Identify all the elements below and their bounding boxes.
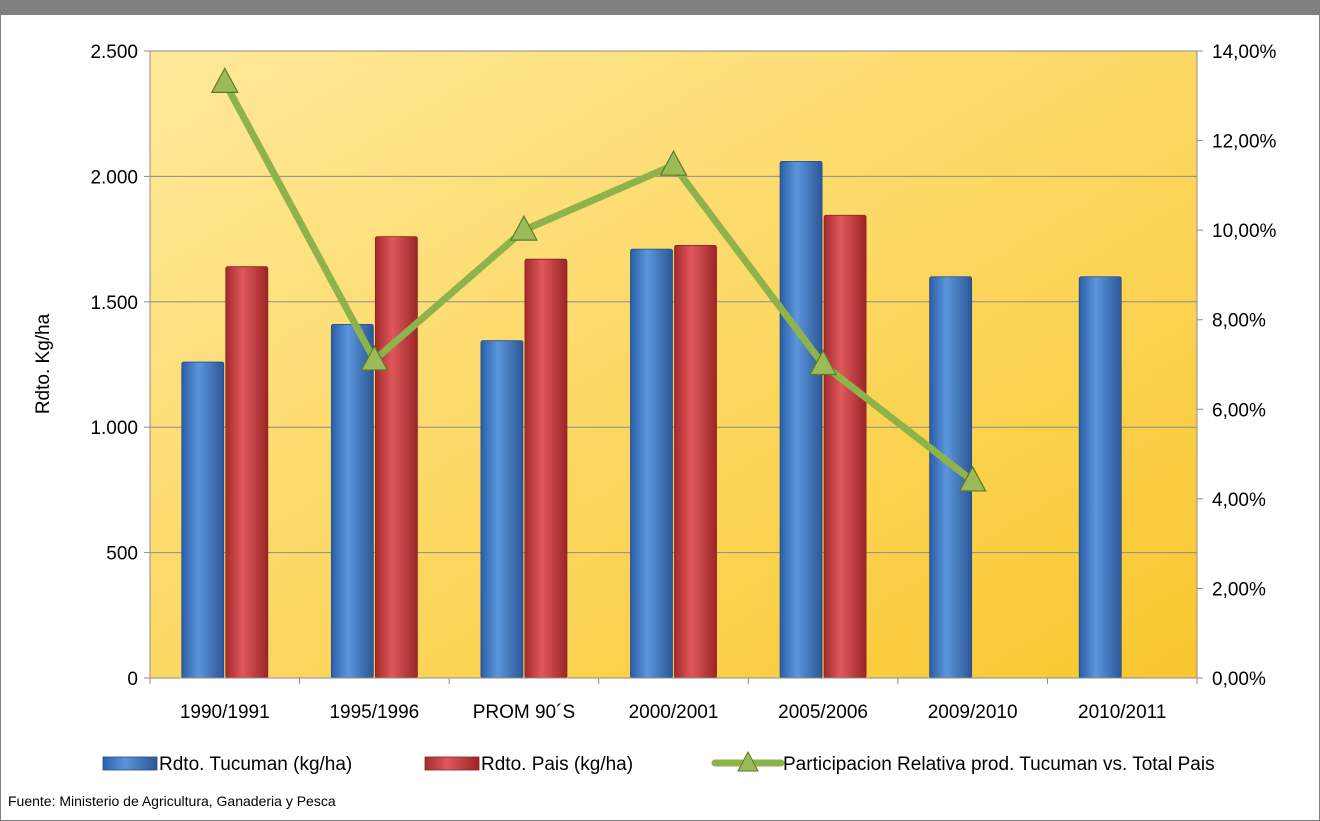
source-note: Fuente: Ministerio de Agricultura, Ganad…: [8, 793, 336, 809]
legend-swatch-marker: [737, 750, 759, 772]
bar-tucuman: [181, 361, 225, 679]
line-marker: [659, 149, 688, 176]
bar-tucuman: [1078, 276, 1122, 679]
line-marker: [509, 214, 538, 241]
x-tick-label: 1990/1991: [180, 702, 270, 723]
bar-pais: [524, 258, 568, 679]
gridlines: [150, 50, 1197, 554]
legend-label: Rdto. Tucuman (kg/ha): [159, 754, 352, 775]
plot-area: [150, 51, 1197, 678]
x-tick-label: PROM 90´S: [473, 702, 575, 723]
x-tick-label: 1995/1996: [329, 702, 419, 723]
y2-tick-label: 14,00%: [1212, 42, 1277, 63]
y2-tick-label: 6,00%: [1212, 400, 1266, 421]
line-marker: [210, 67, 239, 93]
y-axis-title: Rdto. Kg/ha: [33, 313, 54, 414]
bar-pais: [674, 244, 717, 679]
y2-tick-label: 2,00%: [1212, 579, 1266, 600]
x-tick-label: 2010/2011: [1078, 702, 1166, 723]
legend: Rdto. Tucuman (kg/ha) Rdto. Pais (kg/ha) P…: [102, 750, 1215, 775]
line-marker: [958, 465, 987, 492]
line-marker: [809, 349, 838, 376]
y2-tick-label: 12,00%: [1212, 132, 1277, 153]
line-participacion: [221, 78, 977, 485]
bar-tucuman: [480, 340, 524, 679]
legend-label: Rdto. Pais (kg/ha): [481, 754, 633, 775]
bar-tucuman: [330, 323, 374, 679]
bar-tucuman: [779, 160, 823, 679]
x-tick-label: 2005/2006: [778, 702, 868, 723]
y2-tick-label: 0,00%: [1212, 669, 1266, 690]
y-tick-label: 0: [127, 669, 138, 690]
legend-swatch-bar: [102, 756, 158, 771]
legend-label: Participacion Relativa prod. Tucuman vs.…: [783, 754, 1215, 775]
line-series: [210, 67, 987, 492]
y2-tick-label: 8,00%: [1212, 311, 1266, 332]
bar-pais: [823, 214, 867, 679]
y-tick-label: 2.500: [90, 42, 138, 63]
y-tick-label: 500: [106, 544, 138, 565]
top-border-bar: [1, 1, 1320, 15]
bar-tucuman: [630, 248, 673, 679]
y2-tick-label: 4,00%: [1212, 490, 1266, 511]
axes: 0 500 1.000 1.500 2.000 2.500 0,00% 2,00% 4,00% 6…: [90, 42, 1276, 723]
y-tick-label: 2.000: [90, 167, 138, 188]
bar-pais: [374, 236, 418, 679]
legend-swatch-bar: [424, 756, 480, 771]
y-tick-label: 1.500: [90, 293, 138, 314]
bar-pais: [225, 266, 269, 679]
y2-tick-label: 10,00%: [1212, 221, 1277, 242]
y-tick-label: 1.000: [90, 418, 138, 439]
x-tick-label: 2009/2010: [928, 702, 1018, 723]
line-marker: [360, 344, 389, 371]
x-tick-label: 2000/2001: [629, 702, 719, 723]
